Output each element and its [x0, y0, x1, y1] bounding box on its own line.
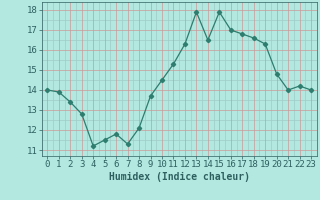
X-axis label: Humidex (Indice chaleur): Humidex (Indice chaleur): [109, 172, 250, 182]
